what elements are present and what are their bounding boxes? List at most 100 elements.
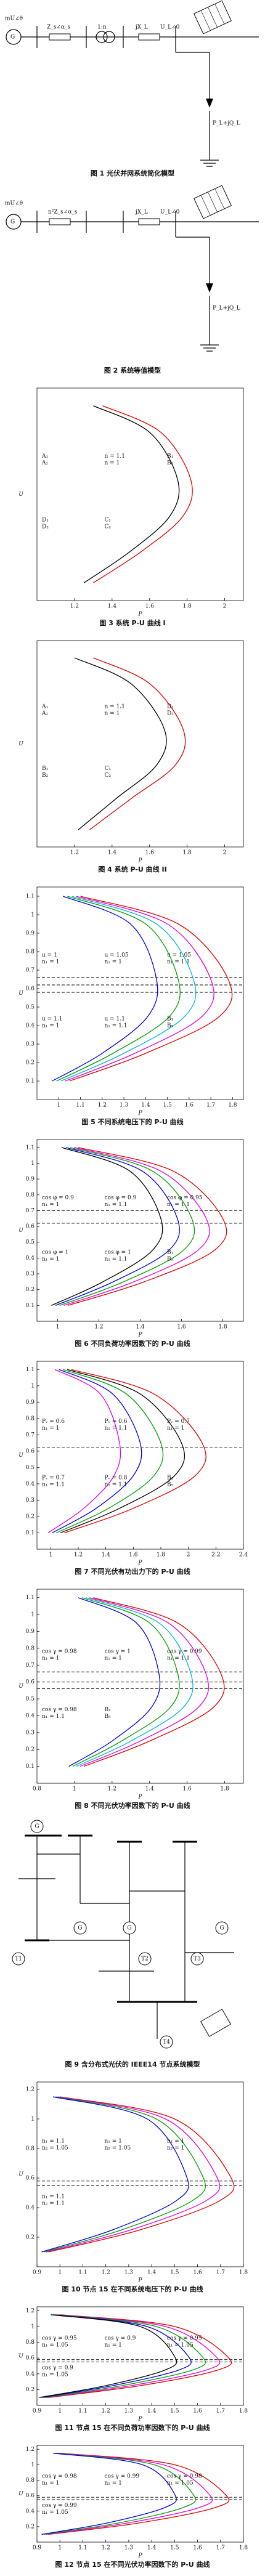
curve (44, 2314, 206, 2398)
x-tick-label: 1.8 (228, 1103, 237, 1109)
impedance (49, 218, 71, 225)
x-tick-label: 0.9 (33, 2270, 42, 2276)
ground (200, 111, 219, 167)
x-tick-label: 1.6 (145, 604, 155, 610)
x-tick-label: 1.1 (76, 1103, 84, 1109)
y-tick-label: 0.2 (26, 1513, 35, 1520)
y-tick-label: 0.4 (26, 1481, 35, 1487)
x-tick-label: 1 (58, 2270, 62, 2276)
annotation: n₁ = 1.1 (105, 1256, 128, 1262)
diagram-label: Z_s∠α_s (47, 25, 70, 31)
y-tick-label: 0.1 (26, 1764, 35, 1770)
x-tick-label: 1.8 (220, 1786, 229, 1792)
curve (55, 1147, 180, 1306)
annotation: n₂ = 1.05 (105, 2145, 131, 2152)
x-tick-label: 1.5 (170, 2408, 179, 2415)
node-label: G (78, 1926, 82, 1932)
annotation: Pᵥ = 0.6 (105, 1419, 128, 1425)
y-axis-label: U (18, 1452, 23, 1459)
annotation: cos γ = 0.95 (167, 2336, 202, 2342)
plot-frame (36, 886, 244, 1100)
diagram-label: G (10, 34, 15, 41)
annotation: n₁ = 1 (42, 2481, 59, 2487)
x-tick-label: 1 (58, 2408, 62, 2415)
curve (41, 2314, 192, 2398)
impedance (138, 218, 160, 225)
annotation: n₁ = 1.1 (167, 1202, 190, 1208)
annotation: n₁ = 1 (105, 959, 122, 965)
node-symbol (190, 1952, 204, 1966)
figure-caption: 图 8 不同光伏功率因数下的 P-U 曲线 (75, 1801, 190, 1810)
annotation: n₁ = 1.05 (42, 2509, 68, 2516)
annotation: n₁ = 1.1 (167, 1655, 190, 1661)
load-arrow (206, 99, 213, 108)
y-tick-label: 0.2 (26, 1060, 35, 1066)
node-label: T1 (15, 1956, 22, 1962)
diagram-label: U_L∠0 (160, 209, 180, 216)
x-tick-label: 2 (223, 604, 227, 610)
annotation: n₁ = 1.05 (42, 2372, 68, 2378)
annotation: n₁ = 1.05 (167, 2343, 194, 2349)
annotation: cos φ = 0.9 (42, 1195, 74, 1201)
curve (76, 1597, 194, 1767)
annotation: n₂ = 1 (167, 2145, 184, 2152)
plot-frame (36, 2445, 244, 2543)
curve (52, 896, 158, 1082)
pv-grid (200, 195, 211, 216)
annotation: n = 1 (105, 460, 120, 466)
pv-grid (214, 188, 225, 209)
curve (46, 2452, 213, 2535)
figure-caption: 图 9 含分布式光伏的 IEEE14 节点系统模型 (65, 2060, 200, 2068)
annotation: n₁ = 1 (42, 1425, 59, 1432)
node-label: G (219, 1926, 224, 1932)
x-tick-label: 1.3 (124, 2545, 134, 2551)
y-tick-label: 1 (31, 1383, 35, 1389)
y-tick-label: 0.2 (26, 2387, 35, 2393)
y-tick-label: 1.1 (26, 1367, 35, 1373)
pv-grid (200, 10, 211, 31)
annotation: C₁ (105, 517, 112, 523)
y-tick-label: 1 (31, 2324, 35, 2330)
x-tick-label: 1.7 (216, 2545, 226, 2551)
x-axis-label: P (137, 612, 142, 618)
x-tick-label: 1.4 (136, 1324, 145, 1331)
y-tick-label: 0.9 (26, 1399, 35, 1406)
node-symbol (160, 2035, 173, 2049)
curve (47, 1369, 121, 1534)
annotation: Pᵥ = 0.8 (105, 1475, 128, 1481)
plot-frame (36, 1139, 244, 1322)
figure-caption: 图 12 节点 15 在不同光伏功率因数下的 P-U 曲线 (55, 2560, 210, 2569)
annotation: n₁ = 1.1 (42, 1482, 65, 1488)
annotation: Pᵥ = 0.7 (167, 1419, 190, 1425)
figure-caption: 图 11 节点 15 在不同负荷功率因数下的 P-U 曲线 (55, 2423, 210, 2432)
annotation: n₁ = 1 (167, 1425, 184, 1432)
curve (80, 1597, 210, 1767)
annotation: B₅ (167, 1482, 174, 1488)
annotation: u = 1 (42, 952, 57, 958)
y-tick-label: 0.6 (26, 2176, 35, 2182)
annotation: n₁ = 1 (105, 1655, 122, 1661)
y-tick-label: 1 (31, 2116, 35, 2123)
pv-grid (214, 4, 225, 25)
curve (93, 405, 193, 583)
x-axis-label: P (137, 858, 142, 864)
annotation: n₁ = 1 (42, 1023, 59, 1029)
diagram-label: G (10, 219, 15, 225)
y-tick-label: 0.2 (26, 2235, 35, 2241)
figure-caption: 图 3 系统 P-U 曲线 I (99, 618, 165, 627)
x-tick-label: 1.4 (147, 2408, 157, 2415)
y-tick-label: 0.4 (26, 1713, 35, 1719)
diagram-label: jX_L (135, 209, 148, 216)
annotation: A₂ (41, 460, 48, 466)
x-tick-label: 1.4 (108, 604, 117, 610)
annotation: n₁ = 1.05 (167, 2481, 194, 2487)
diagram-label: mU∠θ (5, 16, 23, 22)
curve (48, 2452, 230, 2535)
x-tick-label: 1.3 (120, 1103, 129, 1109)
node-label: T4 (163, 2039, 170, 2046)
annotation: n₁ = 1.1 (42, 2194, 65, 2200)
x-tick-label: 1.6 (129, 1552, 138, 1558)
x-tick-label: 1.1 (78, 2408, 87, 2415)
annotation: cos γ = 0.9 (105, 2336, 136, 2342)
